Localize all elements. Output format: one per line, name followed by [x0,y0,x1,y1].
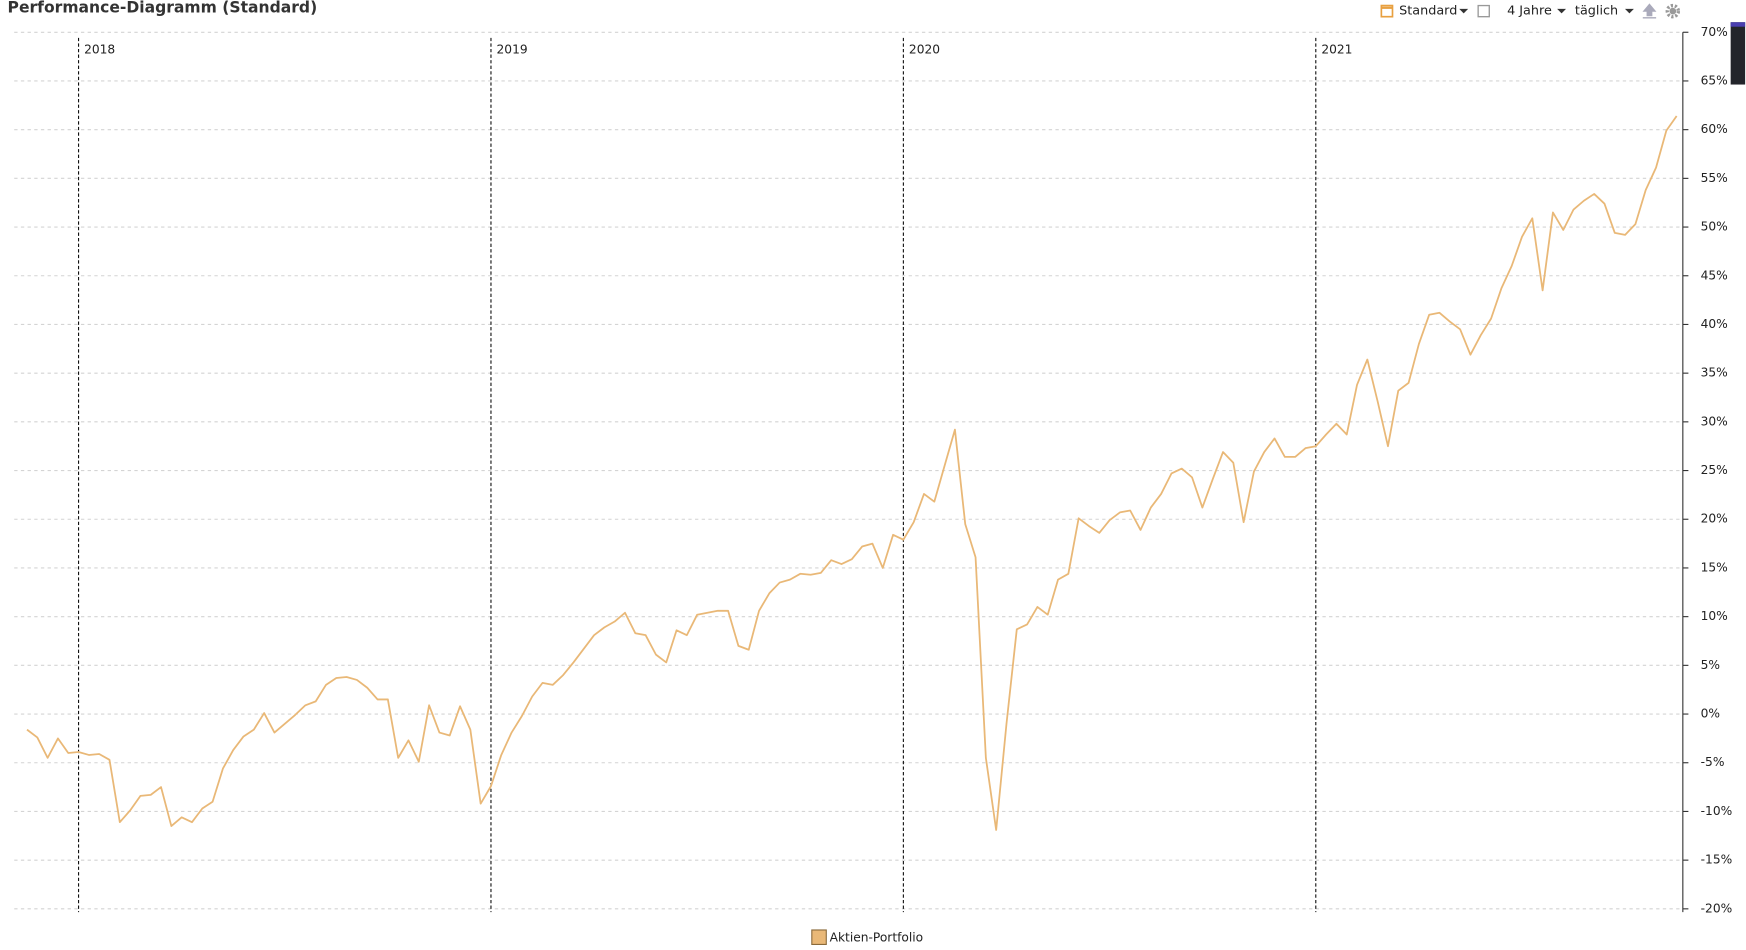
y-tick-label: 65% [1701,73,1728,87]
range-icon [1477,4,1490,18]
y-tick-label: 70% [1701,25,1728,39]
view-icon [1380,4,1394,18]
y-tick-label: -10% [1701,804,1733,818]
legend-label: Aktien-Portfolio [830,930,924,944]
x-tick-label: 2019 [497,43,528,57]
y-tick-label: 45% [1701,268,1728,282]
y-tick-label: 15% [1701,560,1728,574]
dropdown-arrow[interactable] [1459,8,1469,14]
y-tick-label: 20% [1701,512,1728,526]
y-tick-label: 55% [1701,171,1728,185]
export-button[interactable] [1642,3,1657,19]
y-tick-label: 0% [1701,707,1720,721]
y-tick-label: -5% [1701,755,1725,769]
y-tick-label: 10% [1701,609,1728,623]
x-tick-label: 2018 [84,43,115,57]
legend-swatch [811,929,827,945]
y-tick-label: 25% [1701,463,1728,477]
y-tick-label: 35% [1701,366,1728,380]
y-tick-label: 40% [1701,317,1728,331]
data-line [26,115,1678,831]
scrollbar-thumb[interactable] [1730,22,1746,85]
dropdown-arrow[interactable] [1624,8,1634,14]
y-tick-label: 60% [1701,122,1728,136]
page-title: Performance-Diagramm (Standard) [8,0,318,16]
y-tick-label: -15% [1701,853,1733,867]
settings-button[interactable] [1665,3,1681,19]
scrollbar-accent [1730,22,1746,27]
view-select[interactable]: Standard [1399,4,1457,19]
x-tick-label: 2021 [1321,43,1352,57]
y-tick-label: 5% [1701,658,1720,672]
interval-select[interactable]: täglich [1575,4,1618,19]
toolbar: Standard 4 Jahre täglich [1380,3,1681,19]
dropdown-arrow[interactable] [1557,8,1567,14]
x-tick-label: 2020 [909,43,940,57]
settings-button-core[interactable] [1669,7,1677,15]
y-tick-label: 30% [1701,414,1728,428]
y-tick-label: -20% [1701,901,1733,915]
y-tick-label: 50% [1701,220,1728,234]
range-select[interactable]: 4 Jahre [1507,4,1552,19]
plot-area: -20% -15% -10% -5% 0% 5% 10% 15% 20% 25% 30% 35% 40%… [14,25,1732,945]
